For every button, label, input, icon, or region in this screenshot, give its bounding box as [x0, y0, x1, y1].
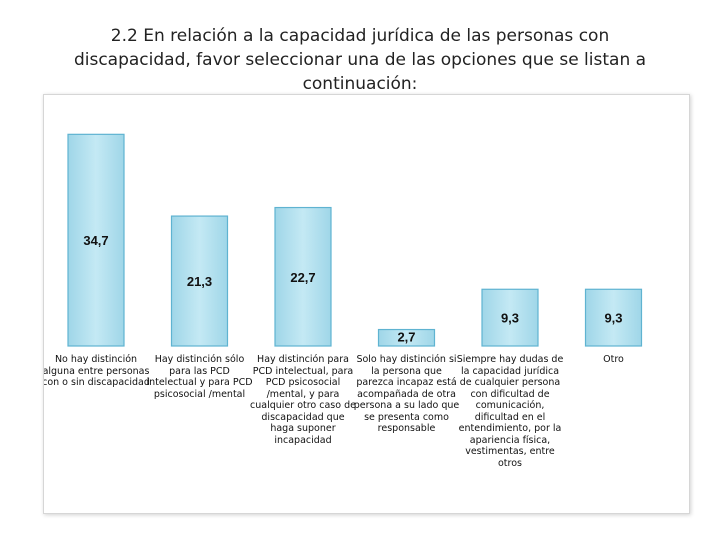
data-label-1: 34,7 — [83, 233, 108, 248]
data-label-6: 9,3 — [604, 311, 622, 326]
data-label-3: 22,7 — [290, 270, 315, 285]
data-label-5: 9,3 — [501, 311, 519, 326]
bar-4 — [377, 328, 436, 347]
data-label-4: 2,7 — [397, 330, 415, 345]
category-label-6: Otro — [603, 354, 624, 365]
chart-canvas: 34,7 21,3 22,7 2,7 9,3 9,3 — [67, 133, 643, 347]
slide-title: 2.2 En relación a la capacidad jurídica … — [73, 26, 647, 94]
bar-3 — [274, 206, 332, 347]
bar-5 — [481, 288, 539, 347]
category-label-1: No hay distinción alguna entre personas … — [43, 354, 150, 388]
category-label-3: Hay distinción para PCD intelectual, par… — [250, 354, 356, 446]
data-label-2: 21,3 — [187, 274, 212, 289]
bar-chart: 34,7 21,3 22,7 2,7 9,3 9,3 No hay distinción … — [43, 94, 690, 514]
bar-1 — [67, 133, 125, 347]
bar-2 — [170, 215, 229, 347]
category-label-4: Solo hay distinción si la persona que pa… — [353, 354, 460, 434]
category-label-5: Siempre hay dudas de la capacidad jurídi… — [456, 354, 564, 469]
category-label-2: Hay distinción sólo para las PCD intelec… — [146, 354, 253, 400]
bar-6 — [584, 288, 643, 347]
